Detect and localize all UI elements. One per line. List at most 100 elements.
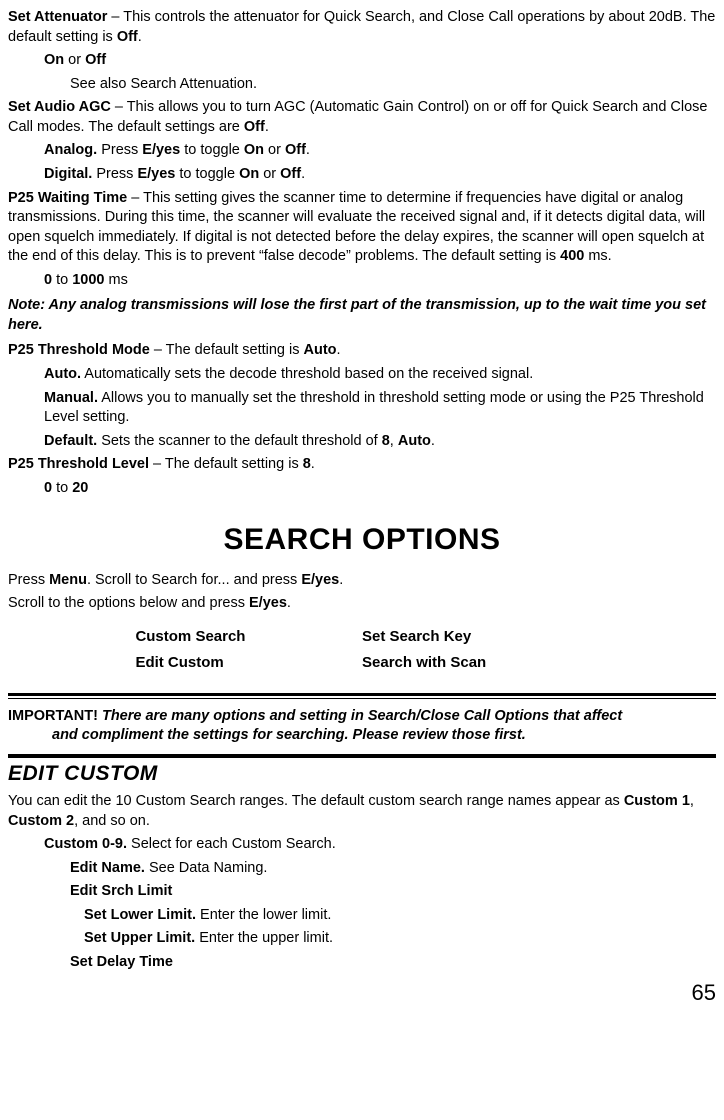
value-8: 8 (303, 456, 311, 472)
search-intro-line1: Press Menu. Scroll to Search for... and … (8, 571, 716, 591)
text: – The default setting is (149, 456, 303, 472)
label-edit-name: Edit Name. (70, 860, 145, 876)
text: . (138, 29, 142, 45)
text: or (64, 52, 85, 68)
text: Enter the upper limit. (195, 930, 333, 946)
table-row: Edit Custom Search with Scan (135, 650, 588, 676)
para-set-audio-agc: Set Audio AGC – This allows you to turn … (8, 98, 716, 137)
value-on: On (44, 52, 64, 68)
row-set-lower-limit: Set Lower Limit. Enter the lower limit. (84, 906, 716, 926)
para-p25-threshold-mode: P25 Threshold Mode – The default setting… (8, 341, 716, 361)
value-off: Off (285, 142, 306, 158)
text: to toggle (180, 142, 244, 158)
text: or (259, 166, 280, 182)
search-intro-line2: Scroll to the options below and press E/… (8, 594, 716, 614)
label-set-lower-limit: Set Lower Limit. (84, 907, 196, 923)
range-0-1000: 0 to 1000 ms (44, 271, 716, 291)
label-edit-srch-limit: Edit Srch Limit (70, 883, 172, 899)
row-edit-name: Edit Name. See Data Naming. (70, 859, 716, 879)
para-p25-waiting-time: P25 Waiting Time – This setting gives th… (8, 189, 716, 267)
para-set-attenuator: Set Attenuator – This controls the atten… (8, 8, 716, 47)
row-edit-srch-limit: Edit Srch Limit (70, 882, 716, 902)
text: ms (105, 272, 128, 288)
value-custom-1: Custom 1 (624, 793, 690, 809)
text: . (306, 142, 310, 158)
key-eyes: E/yes (142, 142, 180, 158)
label-set-audio-agc: Set Audio AGC (8, 99, 111, 115)
para-p25-threshold-level: P25 Threshold Level – The default settin… (8, 455, 716, 475)
label-p25-threshold-level: P25 Threshold Level (8, 456, 149, 472)
label-custom-0-9: Custom 0-9. (44, 836, 127, 852)
row-digital: Digital. Press E/yes to toggle On or Off… (44, 165, 716, 185)
row-analog: Analog. Press E/yes to toggle On or Off. (44, 141, 716, 161)
value-0: 0 (44, 480, 52, 496)
label-default: Default. (44, 433, 97, 449)
value-off: Off (244, 119, 265, 135)
row-set-upper-limit: Set Upper Limit. Enter the upper limit. (84, 929, 716, 949)
text: – This controls the attenuator for Quick… (8, 9, 715, 45)
range-0-20: 0 to 20 (44, 479, 716, 499)
value-off: Off (85, 52, 106, 68)
label-important: IMPORTANT! (8, 708, 102, 724)
text: , (390, 433, 398, 449)
label-digital: Digital. (44, 166, 92, 182)
text: You can edit the 10 Custom Search ranges… (8, 793, 624, 809)
key-menu: Menu (49, 572, 87, 588)
label-set-attenuator: Set Attenuator (8, 9, 107, 25)
note-analog-loss: Note: Any analog transmissions will lose… (8, 296, 716, 335)
heading-edit-custom: EDIT CUSTOM (8, 760, 716, 788)
text: Scroll to the options below and press (8, 595, 249, 611)
value-8: 8 (382, 433, 390, 449)
opt-edit-custom: Edit Custom (135, 650, 362, 676)
text: . (287, 595, 291, 611)
table-row: Custom Search Set Search Key (135, 624, 588, 650)
divider-thick-rule (8, 754, 716, 758)
opt-search-with-scan: Search with Scan (362, 650, 589, 676)
text: Allows you to manually set the threshold… (44, 390, 704, 426)
value-on: On (244, 142, 264, 158)
text: . Scroll to Search for... and press (87, 572, 301, 588)
text: See also Search Attenuation. (70, 76, 257, 92)
see-also: See also Search Attenuation. (70, 75, 716, 95)
key-eyes: E/yes (301, 572, 339, 588)
opts-on-off: On or Off (44, 51, 716, 71)
text: . (339, 572, 343, 588)
text: , (690, 793, 694, 809)
row-set-delay-time: Set Delay Time (70, 953, 716, 973)
label-auto: Auto. (44, 366, 81, 382)
value-off: Off (280, 166, 301, 182)
value-400: 400 (560, 248, 584, 264)
text: Enter the lower limit. (196, 907, 331, 923)
value-off: Off (117, 29, 138, 45)
value-on: On (239, 166, 259, 182)
row-default: Default. Sets the scanner to the default… (44, 432, 716, 452)
text: , and so on. (74, 813, 150, 829)
value-custom-2: Custom 2 (8, 813, 74, 829)
text: Select for each Custom Search. (127, 836, 336, 852)
label-p25-waiting-time: P25 Waiting Time (8, 190, 127, 206)
important-block: IMPORTANT! There are many options and se… (8, 707, 716, 746)
row-auto: Auto. Automatically sets the decode thre… (44, 365, 716, 385)
text: – This allows you to turn AGC (Automatic… (8, 99, 708, 135)
label-manual: Manual. (44, 390, 98, 406)
options-table: Custom Search Set Search Key Edit Custom… (135, 624, 588, 677)
text: ms. (584, 248, 611, 264)
text: Press (97, 142, 142, 158)
text: . (265, 119, 269, 135)
label-set-upper-limit: Set Upper Limit. (84, 930, 195, 946)
text: . (431, 433, 435, 449)
text: to toggle (175, 166, 239, 182)
text: to (52, 272, 72, 288)
key-eyes: E/yes (137, 166, 175, 182)
opt-set-search-key: Set Search Key (362, 624, 589, 650)
divider-double-rule (8, 693, 716, 699)
text: or (264, 142, 285, 158)
text: See Data Naming. (145, 860, 268, 876)
value-0: 0 (44, 272, 52, 288)
edit-custom-intro: You can edit the 10 Custom Search ranges… (8, 792, 716, 831)
text: Press (8, 572, 49, 588)
row-custom-0-9: Custom 0-9. Select for each Custom Searc… (44, 835, 716, 855)
heading-search-options: SEARCH OPTIONS (8, 520, 716, 561)
text: to (52, 480, 72, 496)
text: – The default setting is (150, 342, 304, 358)
